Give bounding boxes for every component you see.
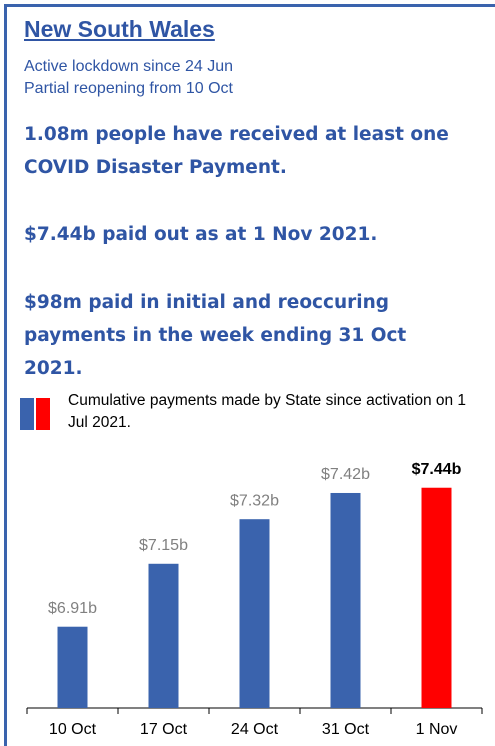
x-tick-label: 17 Oct xyxy=(140,721,188,738)
legend-swatch xyxy=(36,398,50,430)
x-tick-label: 1 Nov xyxy=(416,721,458,738)
legend-swatch xyxy=(20,398,34,430)
legend-text: Cumulative payments made by State since … xyxy=(68,392,467,431)
x-tick-label: 10 Oct xyxy=(49,721,97,738)
bar xyxy=(330,492,361,708)
value-label: $7.32b xyxy=(230,492,279,509)
x-tick-label: 31 Oct xyxy=(322,721,370,738)
value-label: $7.42b xyxy=(321,466,370,483)
x-tick-label: 24 Oct xyxy=(231,721,279,738)
bar xyxy=(239,519,270,708)
highlight: $7.44b paid out as at 1 Nov 2021. xyxy=(24,224,378,245)
bar xyxy=(57,626,88,708)
value-label: $7.15b xyxy=(139,537,188,554)
value-label: $6.91b xyxy=(48,600,97,617)
subtitle: Active lockdown since 24 Jun xyxy=(24,58,233,75)
bar xyxy=(421,487,452,708)
bar xyxy=(148,563,179,708)
value-label: $7.44b xyxy=(412,461,462,478)
highlight: $98m paid in initial and reoccuring paym… xyxy=(24,292,407,379)
chart: 10 Oct $6.91b 17 Oct $7.15b 24 Oct $7.32b 31 O… xyxy=(26,461,483,738)
title: New South Wales xyxy=(24,16,215,42)
highlight: 1.08m people have received at least one … xyxy=(24,124,449,178)
subtitle: Partial reopening from 10 Oct xyxy=(24,80,233,97)
frame xyxy=(4,4,495,746)
